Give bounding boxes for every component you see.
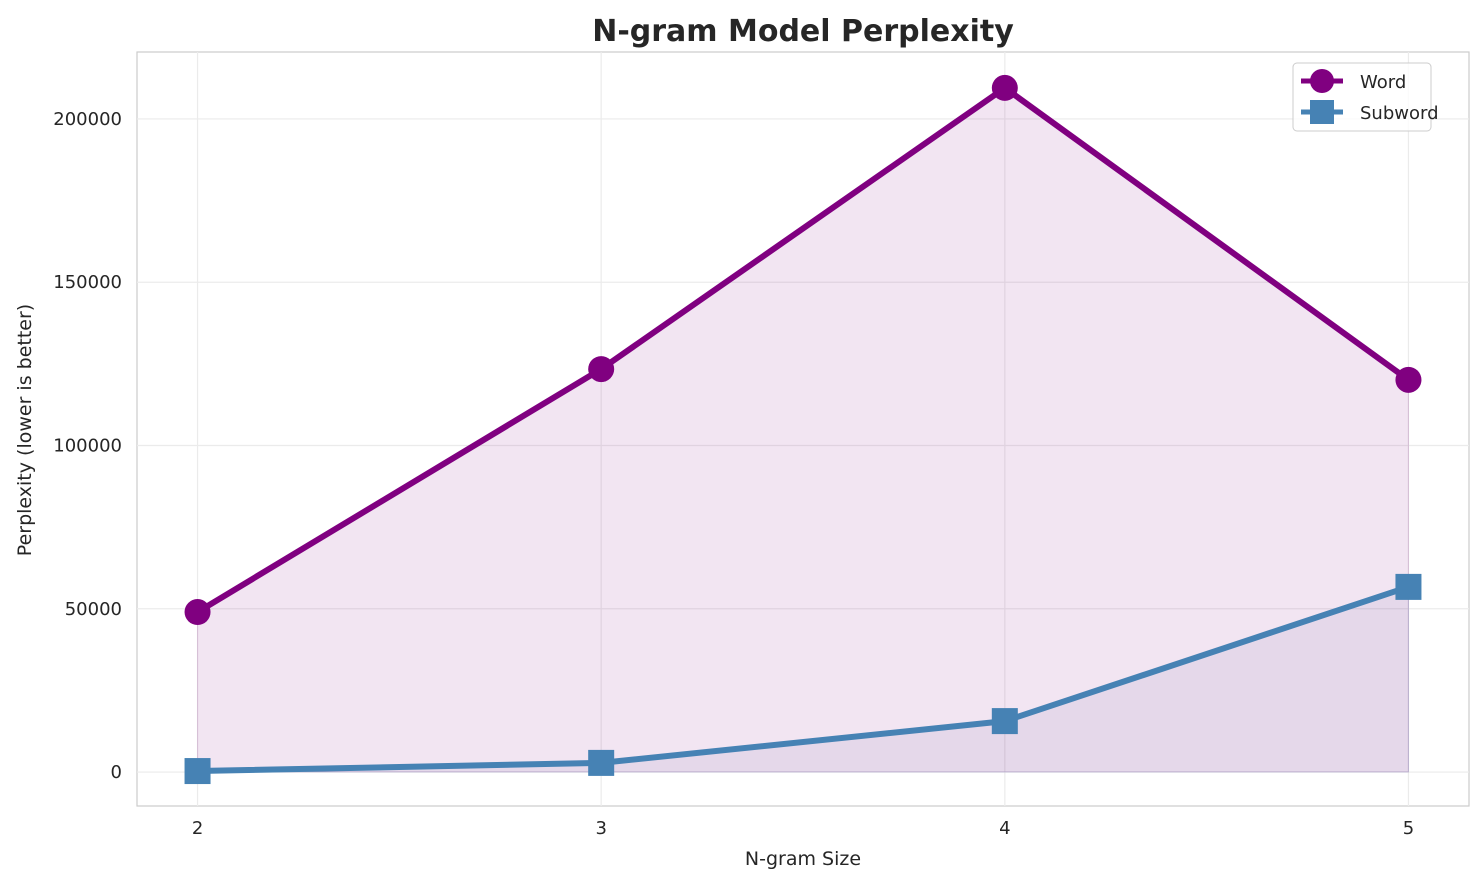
- x-tick-label: 5: [1403, 818, 1414, 839]
- series-line-subword: [197, 584, 1410, 775]
- y-axis-label: Perplexity (lower is better): [14, 304, 36, 556]
- data-point-subword: [588, 749, 615, 776]
- y-tick-label: 100000: [53, 435, 122, 456]
- data-point-subword: [184, 758, 211, 785]
- y-tick-label: 150000: [53, 272, 122, 293]
- legend: Word Subword: [1292, 62, 1439, 132]
- data-point-word: [588, 356, 615, 383]
- y-tick-label: 50000: [65, 599, 122, 620]
- x-tick-label: 4: [999, 818, 1010, 839]
- y-tick-label: 200000: [53, 109, 122, 130]
- data-point-word: [1395, 366, 1422, 393]
- chart-title: N-gram Model Perplexity: [592, 14, 1014, 49]
- legend-word-label: Word: [1360, 72, 1406, 93]
- data-point-word: [184, 599, 211, 626]
- legend-subword-label: Subword: [1360, 103, 1439, 124]
- x-tick-label: 2: [192, 818, 203, 839]
- y-tick-label: 0: [111, 762, 122, 783]
- legend-subword-marker: [1310, 100, 1334, 124]
- data-point-subword: [991, 708, 1018, 735]
- x-axis-label: N-gram Size: [745, 848, 861, 870]
- x-tick-label: 3: [595, 818, 606, 839]
- legend-word-marker: [1310, 69, 1334, 93]
- data-point-subword: [1395, 573, 1422, 600]
- plot-area: [136, 51, 1470, 807]
- series-line-word: [195, 84, 1411, 615]
- data-point-word: [991, 74, 1018, 101]
